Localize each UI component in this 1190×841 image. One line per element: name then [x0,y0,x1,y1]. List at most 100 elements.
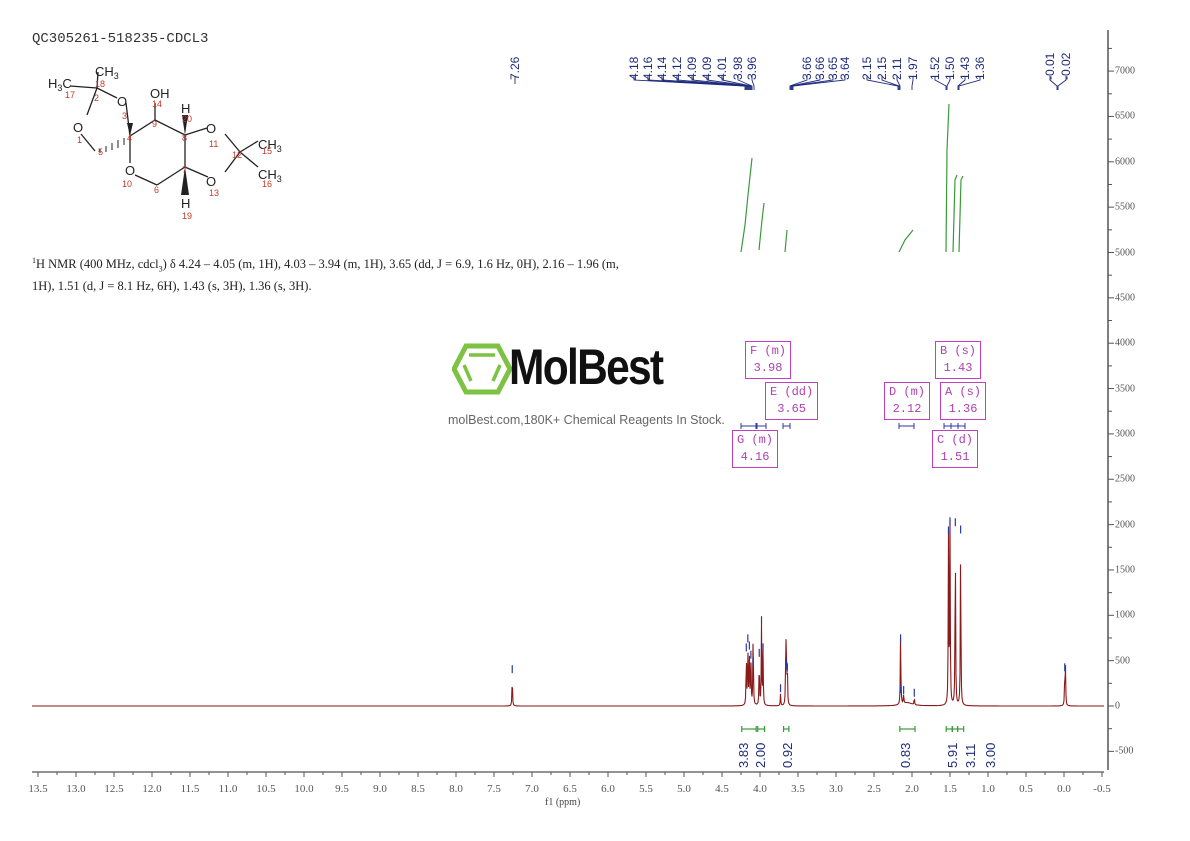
brand-name: MolBest [509,339,664,395]
svg-text:O: O [206,121,216,136]
svg-text:O: O [206,174,216,189]
svg-text:4: 4 [127,133,132,143]
y-tick-label: 2500 [1115,473,1135,485]
multiplet-label-box: C (d) 1.51 [932,430,979,468]
x-tick-label: 10.0 [294,783,314,795]
shift-leader-line [647,76,747,90]
shift-leader-line [790,76,821,90]
y-tick-label: 4500 [1115,292,1135,304]
x-tick-label: 12.0 [142,783,162,795]
integral-curve [740,157,753,253]
integral-value: 3.11 [963,743,978,768]
svg-text:5: 5 [98,147,103,157]
svg-text:18: 18 [95,79,105,89]
chemical-shift-label: 1.50 [943,56,957,80]
shift-leader-line [946,76,951,90]
svg-text:19: 19 [182,211,192,221]
svg-text:14: 14 [152,99,162,109]
svg-text:7: 7 [182,165,187,175]
shift-leader-line [789,76,808,90]
chemical-shift-label: 2.15 [860,56,874,80]
wedge-bond-icon [182,115,188,135]
svg-text:15: 15 [262,146,272,156]
multiplet-type: B (s) [940,344,977,358]
integral-value: 2.00 [753,742,768,768]
integral-value: 3.83 [736,742,751,768]
y-tick-label: 5000 [1115,247,1135,258]
x-tick-label: 7.5 [487,783,501,795]
shift-leader-line [934,76,947,90]
chemical-shift-label: 4.09 [685,56,699,80]
chemical-shift-label: 3.98 [731,56,745,80]
x-tick-label: 6.5 [563,783,577,795]
integral-curve [898,229,914,253]
chemical-shift-label: 3.96 [745,56,759,80]
shift-leader-line [866,76,899,90]
shift-leader-line [791,76,834,90]
nmr-description: 1H NMR (400 MHz, cdcl3) δ 4.24 – 4.05 (m… [32,253,622,294]
x-tick-label: 7.0 [525,783,539,795]
y-tick-label: -500 [1115,745,1134,757]
x-tick-label: 13.0 [66,783,86,795]
integral-curve [952,174,958,253]
multiplet-shift: 3.65 [777,402,807,416]
shift-leader-line [751,76,755,90]
svg-text:12: 12 [232,150,242,160]
x-tick-label: 1.0 [981,783,995,795]
x-tick-label: 2.0 [905,783,919,795]
x-tick-label: 12.5 [104,783,124,795]
y-tick-label: 1500 [1115,564,1135,576]
y-tick-label: 1000 [1115,609,1135,621]
brand-tagline: molBest.com,180K+ Chemical Reagents In S… [448,413,725,427]
svg-text:H: H [181,101,190,116]
chemical-shift-label: 7.26 [508,56,522,80]
integral-curve [945,103,950,253]
shift-leader-line [1057,76,1067,90]
multiplet-label-box: G (m) 4.16 [732,430,779,468]
sample-id-title: QC305261-518235-CDCL3 [32,31,209,47]
multiplet-shift: 1.43 [943,361,973,375]
y-tick-label: 500 [1115,655,1130,667]
y-tick-label: 0 [1115,700,1120,712]
x-tick-label: 8.5 [411,783,425,795]
x-tick-label: 9.5 [335,783,349,795]
shift-leader-line [737,76,753,90]
y-tick-label: 6000 [1115,156,1135,168]
description-text-continued: ) δ 4.24 – 4.05 (m, 1H), 4.03 – 3.94 (m,… [32,257,619,293]
description-text: H NMR (400 MHz, cdcl [36,257,159,272]
svg-text:20: 20 [182,114,192,124]
x-tick-label: 6.0 [601,783,615,795]
svg-text:11: 11 [209,139,218,149]
x-tick-label: -0.5 [1093,783,1111,795]
shift-leader-line [661,76,748,90]
x-tick-label: 13.5 [28,783,48,795]
integral-value: 3.00 [983,742,998,768]
x-tick-label: 3.5 [791,783,805,795]
x-tick-label: 4.0 [753,783,767,795]
shift-leader-line [881,76,900,90]
svg-text:9: 9 [152,119,157,129]
x-tick-label: 0.0 [1057,783,1071,795]
chemical-shift-label: 4.12 [670,56,684,80]
x-tick-label: 10.5 [256,783,276,795]
integral-curve [784,229,788,253]
shift-leader-line [706,76,751,90]
multiplet-type: C (d) [937,433,974,447]
shift-leader-line [792,76,846,90]
multiplet-type: D (m) [889,385,926,399]
chemical-shift-label: -0.01 [1043,52,1057,80]
multiplet-type: F (m) [750,344,787,358]
multiplet-label-box: D (m) 2.12 [884,382,931,420]
integral-value: 5.91 [945,742,960,768]
svg-text:O: O [73,120,83,135]
y-tick-label: 4000 [1115,337,1135,349]
multiplet-shift: 1.36 [948,402,978,416]
integral-curve [758,202,765,251]
multiplet-shift: 3.98 [753,361,783,375]
svg-text:CH3: CH3 [95,64,119,81]
chemical-shift-label: 2.15 [875,56,889,80]
svg-text:OH: OH [150,86,170,101]
multiplet-shift: 2.12 [892,402,922,416]
chemical-shift-label: 4.09 [700,56,714,80]
